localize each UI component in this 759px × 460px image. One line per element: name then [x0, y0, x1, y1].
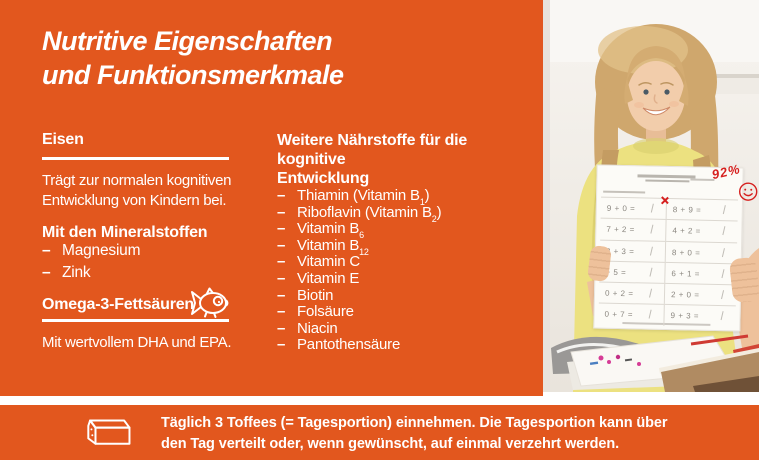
worksheet-name-line	[690, 178, 715, 181]
mineral-item: – Magnesium	[42, 242, 141, 259]
worksheet-instructions-line	[603, 190, 646, 194]
list-dash: –	[277, 303, 286, 321]
nutrient-item: – Pantothensäure	[277, 336, 401, 354]
worksheet-row: 9 + 0 = 8 + 9 =	[600, 197, 739, 222]
nutrient-item: – Vitamin E	[277, 269, 360, 287]
red-x-mark	[660, 196, 669, 205]
list-dash: –	[277, 220, 286, 238]
minerals-subheading: Mit den Mineralstoffen	[42, 224, 208, 241]
nutrient-item: – Niacin	[277, 319, 338, 337]
page-title: Nutritive Eigenschaften und Funktionsmerk…	[42, 24, 344, 92]
omega-section: Omega-3-Fettsäuren Mit wertvollem DHA u	[42, 287, 272, 353]
worksheet-row: 7 + 2 = 4 + 2 =	[600, 218, 738, 244]
worksheet-row: 3 + 3 = 8 + 0 =	[599, 240, 738, 265]
mineral-item: – Zink	[42, 264, 91, 281]
nutrient-item: – Biotin	[277, 286, 334, 304]
divider-line	[42, 319, 229, 322]
worksheet-cell: 4 + 2 =	[666, 220, 737, 242]
list-dash: –	[277, 203, 286, 221]
nutrients-heading: Weitere Nährstoffe für die kognitive Entw…	[277, 132, 468, 187]
worksheet-cell: 7 + 2 =	[600, 218, 667, 241]
worksheet-cell: 0 + 2 =	[598, 282, 666, 305]
divider-line	[42, 157, 229, 160]
worksheet-cell: 8 + 9 =	[667, 199, 738, 221]
dosage-bar: Täglich 3 Toffees (= Tagesportion) einne…	[0, 405, 759, 460]
fish-icon	[190, 284, 230, 327]
math-worksheet: 92% 9 + 0 = 8 + 9 = 7 + 2 = 4 + 2 =	[593, 161, 758, 332]
dosage-text: Täglich 3 Toffees (= Tagesportion) einne…	[161, 415, 668, 452]
nutrient-item: – Vitamin B6	[277, 220, 364, 241]
girl-with-worksheet-photo: 92% 9 + 0 = 8 + 9 = 7 + 2 = 4 + 2 =	[543, 0, 759, 392]
right-hand	[728, 256, 759, 304]
worksheet-row: 0 + 7 = 9 + 3 =	[598, 304, 735, 327]
worksheet-title-line	[637, 174, 696, 179]
list-dash: –	[277, 269, 286, 287]
omega-body: Mit wertvollem DHA und EPA.	[42, 334, 232, 351]
omega-heading: Omega-3-Fettsäuren	[42, 296, 194, 313]
list-dash: –	[277, 236, 286, 254]
worksheet-grid: 9 + 0 = 8 + 9 = 7 + 2 = 4 + 2 = 3 + 3 = …	[598, 196, 739, 326]
nutrient-list: – Thiamin (Vitamin B1) – Riboflavin (Vitam…	[277, 187, 537, 354]
page-title-line2: und Funktionsmerkmale	[42, 60, 344, 90]
worksheet-cell: 6 + 1 =	[665, 263, 736, 285]
page-title-line1: Nutritive Eigenschaften	[42, 26, 333, 56]
toffee-icon	[79, 416, 137, 455]
nutrients-column: Weitere Nährstoffe für die kognitive Entw…	[277, 131, 537, 354]
list-dash: –	[277, 286, 286, 304]
worksheet-cell: 8 + 0 =	[666, 242, 737, 264]
list-dash: –	[42, 264, 51, 281]
nutrient-item: – Riboflavin (Vitamin B2)	[277, 203, 442, 224]
worksheet-cell: 9 + 3 =	[664, 305, 735, 327]
list-dash: –	[277, 319, 286, 337]
worksheet-cell: 9 + 0 =	[600, 197, 668, 220]
list-dash: –	[277, 336, 286, 354]
iron-heading: Eisen	[42, 131, 84, 148]
worksheet-row: 0 + 2 = 2 + 0 =	[598, 282, 737, 307]
worksheet-cell: 0 + 7 =	[598, 304, 665, 326]
nutrient-item: – Thiamin (Vitamin B1)	[277, 187, 430, 207]
nutrient-item: – Vitamin C	[277, 253, 360, 271]
iron-omega-column: Eisen Trägt zur normalen kognitiven Entwi…	[42, 131, 242, 353]
nutrient-item: – Folsäure	[277, 303, 354, 321]
list-dash: –	[277, 187, 286, 204]
worksheet-subtitle-line	[645, 179, 690, 183]
list-dash: –	[42, 242, 51, 259]
worksheet-cell: 2 + 0 =	[665, 284, 736, 306]
worksheet-row: + 5 = 6 + 1 =	[599, 261, 737, 286]
list-dash: –	[277, 253, 286, 271]
main-orange-panel: Nutritive Eigenschaften und Funktionsmerk…	[0, 0, 543, 396]
nutrient-item: – Vitamin B12	[277, 236, 369, 257]
mineral-list: – Magnesium – Zink	[42, 242, 242, 282]
iron-body: Trägt zur normalen kognitiven Entwicklung…	[42, 172, 232, 209]
